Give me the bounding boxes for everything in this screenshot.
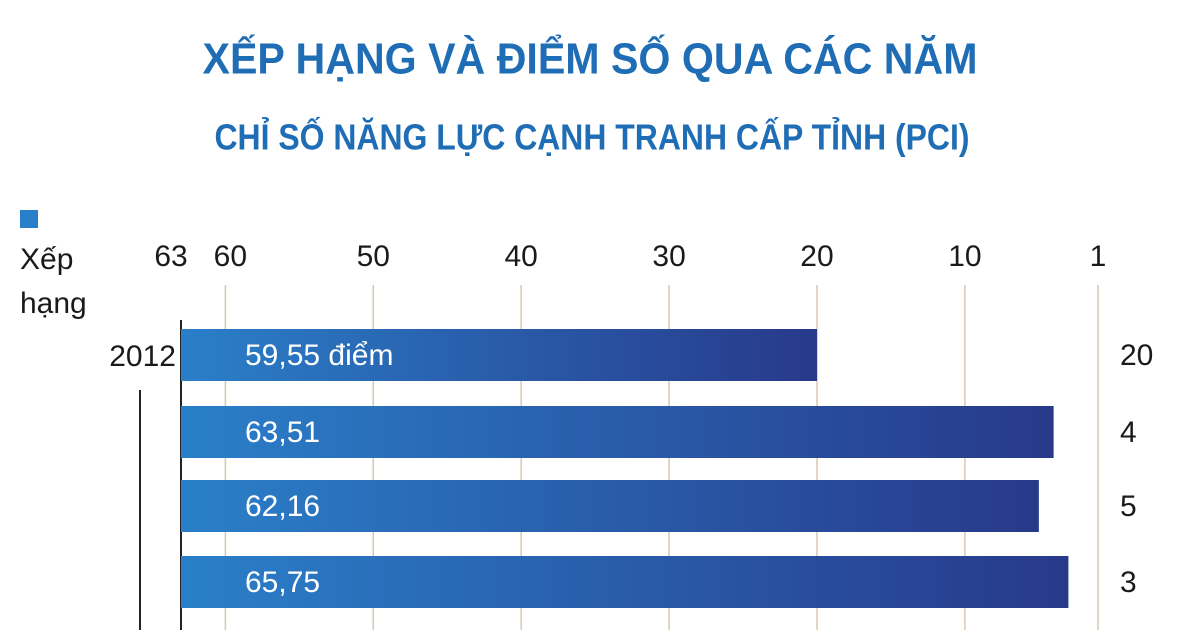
- x-tick-label: 20: [800, 240, 833, 273]
- x-tick-label: 1: [1090, 240, 1107, 273]
- score-label: 63,51: [245, 416, 320, 449]
- x-tick-label: 63: [154, 240, 187, 273]
- score-label: 65,75: [245, 566, 320, 599]
- rank-label: 4: [1120, 416, 1137, 449]
- y-tick-label: 2012: [109, 340, 176, 373]
- score-label: 59,55 điểm: [245, 339, 393, 372]
- legend-label: Xếp hạng: [20, 243, 87, 320]
- chart-subtitle: CHỈ SỐ NĂNG LỰC CẠNH TRANH CẤP TỈNH (PCI…: [215, 116, 970, 158]
- x-tick-label: 60: [214, 240, 247, 273]
- chart-title: XẾP HẠNG VÀ ĐIỂM SỐ QUA CÁC NĂM: [203, 33, 978, 84]
- rank-label: 20: [1120, 339, 1153, 372]
- rank-label: 5: [1120, 490, 1137, 523]
- bar: [181, 480, 1039, 532]
- x-tick-label: 10: [948, 240, 981, 273]
- x-tick-label: 30: [652, 240, 685, 273]
- legend-swatch: [20, 210, 38, 228]
- bar: [181, 406, 1054, 458]
- x-tick-label: 50: [357, 240, 390, 273]
- rank-label: 3: [1120, 566, 1137, 599]
- x-tick-label: 40: [504, 240, 537, 273]
- score-label: 62,16: [245, 490, 320, 523]
- bar: [181, 329, 817, 381]
- bar: [181, 556, 1069, 608]
